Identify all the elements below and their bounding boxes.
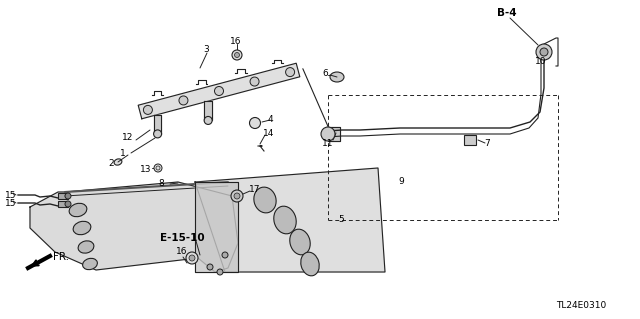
Text: FR.: FR. [53,252,69,262]
Circle shape [231,190,243,202]
Text: 3: 3 [203,46,209,55]
Text: 17: 17 [249,186,260,195]
Text: 10: 10 [535,57,547,66]
Circle shape [154,130,161,138]
Text: 13: 13 [140,166,152,174]
Bar [464,135,476,145]
Circle shape [65,201,71,207]
Text: E-15-10: E-15-10 [160,233,205,243]
Circle shape [285,68,294,77]
Text: 15: 15 [5,190,17,199]
Text: 1: 1 [120,149,125,158]
Text: 16: 16 [176,248,188,256]
Text: 9: 9 [398,176,404,186]
Circle shape [207,264,213,270]
Circle shape [232,50,242,60]
Text: 5: 5 [338,214,344,224]
Ellipse shape [83,258,97,270]
Circle shape [234,193,240,199]
Text: 12: 12 [122,133,133,143]
Ellipse shape [254,187,276,213]
Circle shape [189,255,195,261]
Polygon shape [154,115,161,134]
Circle shape [186,252,198,264]
Ellipse shape [78,241,94,253]
Circle shape [65,193,71,199]
Circle shape [143,105,152,115]
Circle shape [179,96,188,105]
Ellipse shape [301,252,319,276]
Text: 16: 16 [230,38,241,47]
Polygon shape [138,63,300,119]
Circle shape [204,116,212,124]
Polygon shape [328,127,340,141]
Circle shape [214,86,223,95]
Circle shape [540,48,548,56]
Polygon shape [30,182,238,272]
Ellipse shape [290,229,310,255]
Text: TL24E0310: TL24E0310 [556,300,606,309]
Polygon shape [204,101,212,121]
Circle shape [536,44,552,60]
Text: B-4: B-4 [497,8,516,18]
Circle shape [234,53,239,57]
Text: 11: 11 [322,138,333,147]
Bar [58,193,68,199]
Circle shape [154,164,162,172]
Text: 15: 15 [5,198,17,207]
Bar [58,201,68,207]
Ellipse shape [69,203,87,217]
Ellipse shape [330,72,344,82]
Polygon shape [195,168,385,272]
Text: 4: 4 [268,115,274,123]
Text: 7: 7 [484,139,490,149]
Ellipse shape [274,206,296,234]
Text: 2: 2 [108,159,114,167]
Text: 6: 6 [322,70,328,78]
Ellipse shape [114,159,122,165]
Circle shape [250,77,259,86]
Polygon shape [195,182,238,272]
Circle shape [222,252,228,258]
Ellipse shape [73,221,91,235]
Circle shape [250,117,260,129]
Text: 14: 14 [263,130,275,138]
Circle shape [217,269,223,275]
Text: 8: 8 [158,179,164,188]
Circle shape [321,127,335,141]
